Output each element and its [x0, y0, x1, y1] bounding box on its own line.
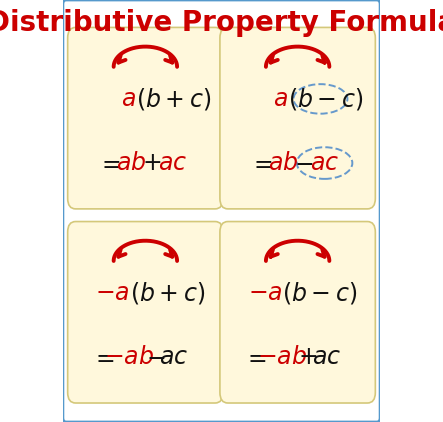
- Text: $=$: $=$: [97, 151, 121, 175]
- Text: $a$: $a$: [121, 87, 136, 111]
- Text: $=$: $=$: [91, 345, 114, 369]
- Text: $ac$: $ac$: [158, 151, 187, 175]
- Text: $(b+c)$: $(b+c)$: [130, 280, 206, 306]
- FancyBboxPatch shape: [220, 222, 375, 403]
- Text: $(b-c)$: $(b-c)$: [282, 280, 358, 306]
- Text: $+$: $+$: [299, 345, 318, 369]
- Text: $-$: $-$: [294, 151, 314, 175]
- Text: $ab$: $ab$: [116, 151, 146, 175]
- Text: $ac$: $ac$: [311, 345, 341, 369]
- FancyBboxPatch shape: [63, 0, 380, 422]
- Text: $(b+c)$: $(b+c)$: [136, 86, 211, 112]
- Text: $-$: $-$: [146, 345, 166, 369]
- FancyBboxPatch shape: [68, 222, 223, 403]
- Text: $ac$: $ac$: [310, 151, 339, 175]
- Text: $(b-c)$: $(b-c)$: [288, 86, 363, 112]
- FancyBboxPatch shape: [220, 27, 375, 209]
- Text: $-ab$: $-ab$: [105, 345, 155, 369]
- Text: $-a$: $-a$: [95, 281, 130, 305]
- Text: $ac$: $ac$: [159, 345, 188, 369]
- Text: $ab$: $ab$: [268, 151, 299, 175]
- Text: $a$: $a$: [273, 87, 288, 111]
- Text: Distributive Property Formula: Distributive Property Formula: [0, 9, 443, 37]
- Text: $+$: $+$: [142, 151, 161, 175]
- Text: $=$: $=$: [243, 345, 267, 369]
- Text: $-a$: $-a$: [248, 281, 282, 305]
- Text: $-ab$: $-ab$: [256, 345, 307, 369]
- Text: $=$: $=$: [249, 151, 273, 175]
- FancyBboxPatch shape: [68, 27, 223, 209]
